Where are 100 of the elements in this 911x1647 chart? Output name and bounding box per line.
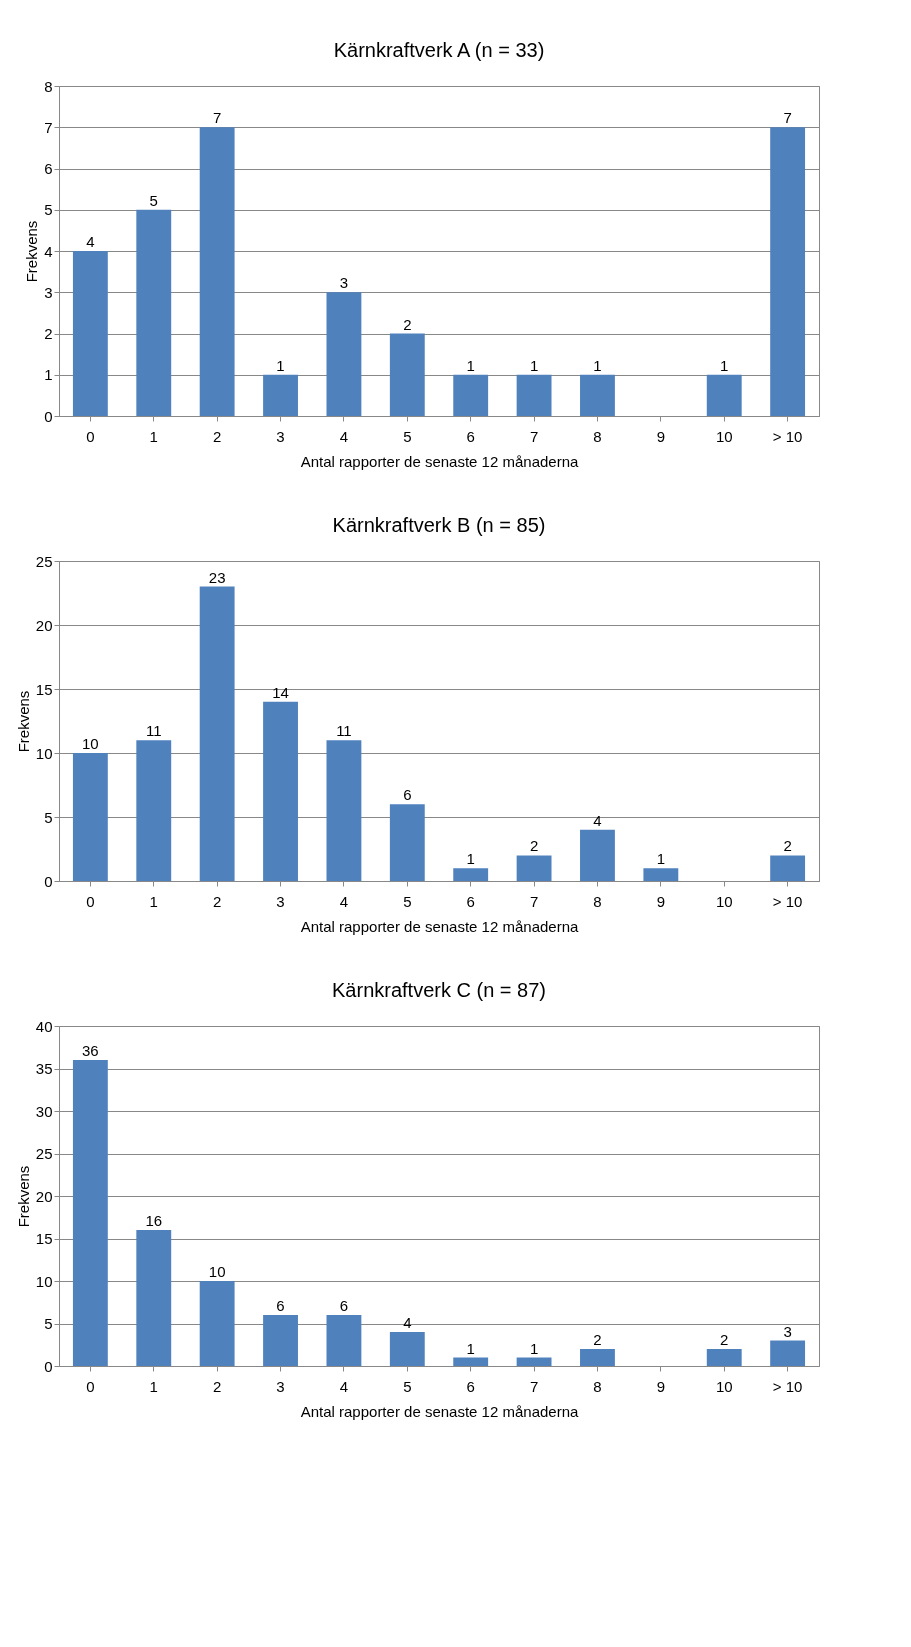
bar (72, 753, 108, 881)
bar (199, 1281, 235, 1366)
bar (516, 855, 552, 881)
bar (453, 868, 489, 881)
bar (770, 1340, 806, 1366)
y-tick-label: 5 (44, 1315, 53, 1332)
x-tick-label: 5 (403, 427, 412, 445)
y-tick-label: 3 (44, 283, 53, 301)
x-tick-label: 0 (86, 1377, 95, 1395)
bar (263, 701, 298, 881)
y-tick-label: 0 (44, 407, 53, 425)
data-label: 5 (149, 191, 158, 209)
chart-title: Kärnkraftverk B (n = 85) (332, 514, 546, 536)
y-tick-label: 5 (44, 201, 53, 219)
y-axis-title: Frekvens (14, 1165, 32, 1228)
bar (770, 855, 806, 881)
data-label: 2 (593, 1331, 602, 1348)
data-label: 1 (466, 1339, 475, 1357)
bar (389, 1332, 425, 1366)
x-tick-label: 4 (339, 1377, 349, 1395)
data-label: 3 (783, 1322, 792, 1340)
x-tick-label: 9 (656, 892, 666, 910)
y-tick-label: 5 (44, 808, 53, 826)
x-tick-label: 1 (149, 892, 158, 910)
x-tick-label: 9 (656, 1377, 666, 1395)
bar (453, 374, 489, 416)
y-tick-label: 20 (35, 1187, 53, 1205)
data-label: 11 (145, 722, 162, 740)
x-tick-label: 10 (715, 892, 733, 910)
data-label: 1 (529, 1339, 539, 1357)
y-tick-label: 0 (44, 1357, 53, 1375)
bar (580, 829, 615, 881)
x-tick-label: 5 (403, 1377, 412, 1395)
x-tick-label: > 10 (772, 892, 803, 910)
x-tick-label: 8 (593, 1377, 602, 1395)
data-label: 2 (783, 837, 792, 855)
bar (516, 374, 552, 416)
y-tick-label: 35 (35, 1060, 53, 1077)
x-tick-label: 8 (593, 892, 602, 910)
data-label: 1 (466, 356, 475, 374)
x-tick-label: 3 (276, 427, 285, 445)
data-label: 6 (403, 786, 412, 804)
data-label: 6 (276, 1297, 285, 1314)
data-label: 2 (529, 837, 539, 855)
y-axis-title: Frekvens (14, 690, 32, 753)
data-label: 1 (593, 356, 602, 374)
bar (263, 1315, 298, 1366)
x-tick-label: 10 (715, 1377, 733, 1395)
data-label: 3 (339, 274, 349, 292)
bar (136, 740, 172, 881)
x-tick-label: 9 (656, 427, 666, 445)
x-tick-label: 7 (529, 892, 539, 910)
data-label: 4 (403, 1314, 412, 1331)
x-axis-title: Antal rapporter de senaste 12 månaderna (300, 1402, 579, 1420)
x-tick-label: 1 (149, 1377, 158, 1395)
bar (326, 740, 362, 881)
data-label: 1 (276, 356, 285, 374)
x-tick-label: 10 (715, 427, 733, 445)
y-tick-label: 40 (35, 1017, 53, 1035)
x-tick-label: 4 (339, 892, 349, 910)
bar (706, 1349, 742, 1366)
data-label: 16 (145, 1212, 163, 1229)
bar (389, 804, 425, 881)
data-label: 4 (593, 811, 602, 829)
data-label: 36 (82, 1042, 99, 1059)
data-label: 1 (466, 850, 475, 868)
x-tick-label: 7 (529, 427, 539, 445)
bar (706, 374, 742, 416)
bar (516, 1357, 552, 1366)
bar (263, 374, 298, 416)
y-tick-label: 7 (44, 118, 53, 136)
x-tick-label: 2 (212, 892, 222, 910)
x-tick-label: 1 (149, 427, 158, 445)
data-label: 6 (339, 1297, 349, 1314)
x-tick-label: 8 (593, 427, 602, 445)
y-tick-label: 1 (44, 366, 53, 384)
x-tick-label: 7 (529, 1377, 539, 1395)
y-tick-label: 20 (35, 616, 53, 634)
bar (453, 1357, 489, 1366)
y-tick-label: 4 (44, 242, 53, 260)
y-tick-label: 15 (35, 1230, 53, 1247)
data-label: 14 (272, 683, 289, 701)
data-label: 10 (82, 735, 99, 752)
y-tick-label: 25 (35, 552, 53, 570)
y-tick-label: 10 (35, 1272, 53, 1290)
x-axis-title: Antal rapporter de senaste 12 månaderna (300, 917, 579, 935)
x-tick-label: 0 (86, 427, 95, 445)
x-tick-label: 0 (86, 892, 95, 910)
x-tick-label: 2 (212, 1377, 222, 1395)
x-tick-label: 2 (212, 427, 222, 445)
bar (770, 127, 806, 416)
bar (580, 1349, 615, 1366)
y-tick-label: 15 (35, 680, 53, 698)
x-axis-title: Antal rapporter de senaste 12 månaderna (300, 452, 579, 470)
bar (72, 1060, 108, 1366)
y-tick-label: 10 (35, 744, 53, 762)
data-label: 10 (208, 1263, 226, 1280)
data-label: 4 (86, 233, 95, 250)
data-label: 7 (783, 109, 792, 127)
y-tick-label: 8 (44, 77, 53, 95)
